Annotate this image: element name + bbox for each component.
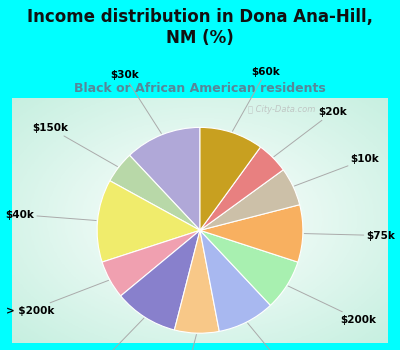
Wedge shape (200, 147, 283, 230)
Text: Income distribution in Dona Ana-Hill,
NM (%): Income distribution in Dona Ana-Hill, NM… (27, 8, 373, 47)
Text: > $200k: > $200k (6, 280, 108, 316)
Wedge shape (174, 230, 219, 333)
Text: $125k: $125k (248, 323, 312, 350)
Text: ⓘ City-Data.com: ⓘ City-Data.com (248, 105, 315, 114)
Wedge shape (97, 181, 200, 262)
Wedge shape (200, 170, 300, 230)
Text: $50k: $50k (166, 335, 196, 350)
Text: $30k: $30k (110, 70, 161, 133)
Text: $10k: $10k (294, 154, 380, 186)
Text: $150k: $150k (32, 123, 118, 167)
Wedge shape (200, 230, 270, 331)
Wedge shape (200, 205, 303, 262)
Wedge shape (121, 230, 200, 330)
Wedge shape (200, 127, 260, 230)
Text: $75k: $75k (304, 231, 395, 240)
Text: $200k: $200k (288, 286, 377, 324)
Text: $60k: $60k (232, 67, 280, 131)
Text: $20k: $20k (274, 107, 346, 157)
Wedge shape (102, 230, 200, 296)
Text: Black or African American residents: Black or African American residents (74, 82, 326, 95)
Text: $100k: $100k (75, 318, 144, 350)
Wedge shape (110, 155, 200, 230)
Text: $40k: $40k (5, 210, 96, 221)
Wedge shape (130, 127, 200, 230)
Wedge shape (200, 230, 298, 305)
